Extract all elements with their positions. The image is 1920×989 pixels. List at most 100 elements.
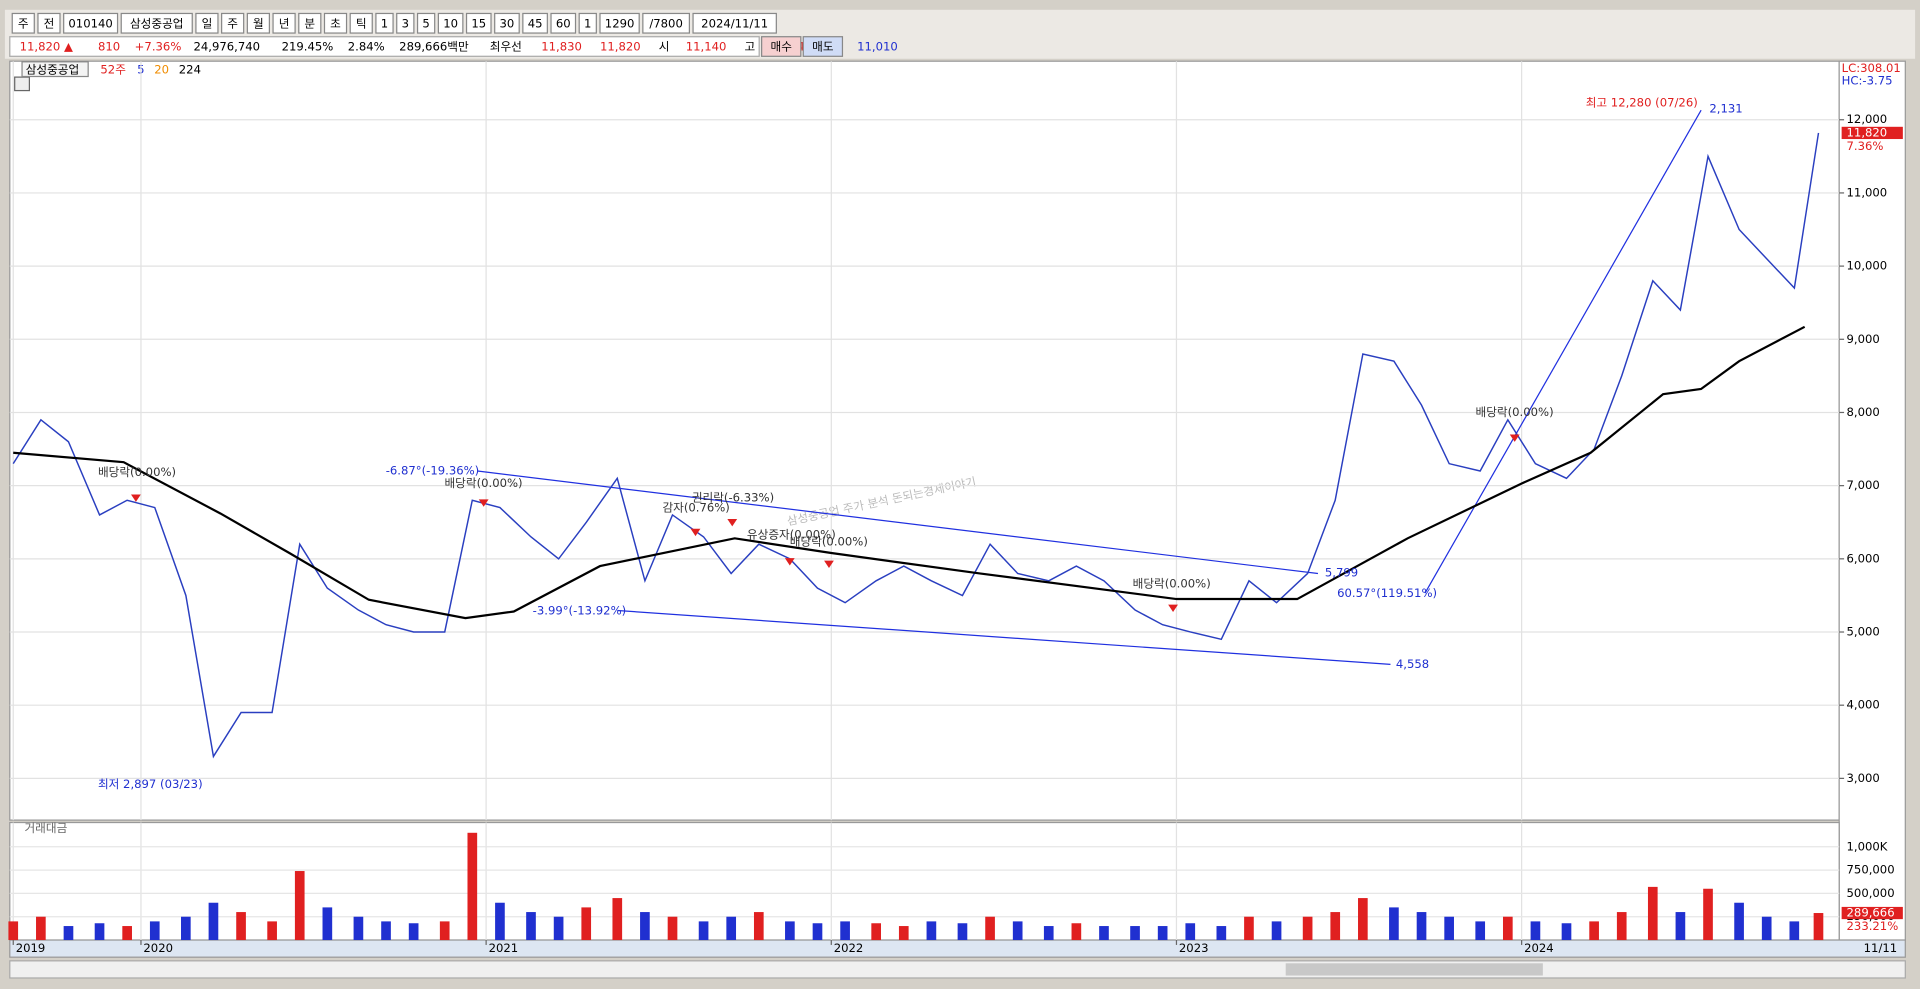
- toolbar-button[interactable]: [298, 12, 322, 34]
- volume-bar: [149, 921, 160, 941]
- hc-label: HC:-3.75: [1842, 73, 1893, 87]
- annotation: 4,558: [1396, 657, 1429, 671]
- toolbar-button[interactable]: [550, 12, 577, 34]
- volume-bar: [8, 921, 19, 941]
- toolbar-label[interactable]: 초: [330, 16, 341, 30]
- toolbar-button[interactable]: [642, 12, 690, 34]
- trendline: [1424, 109, 1702, 594]
- volume-bar: [926, 921, 937, 941]
- toolbar-button[interactable]: [246, 12, 271, 34]
- volume-bar: [526, 912, 536, 941]
- toolbar-button[interactable]: [578, 12, 597, 34]
- volume-bar: [667, 916, 678, 941]
- volume-bar: [94, 923, 105, 941]
- volume-bar: [1475, 921, 1486, 941]
- toolbar-label[interactable]: 전: [44, 16, 55, 30]
- toolbar-label[interactable]: 년: [279, 16, 290, 30]
- toolbar-button[interactable]: [416, 12, 436, 34]
- toolbar-button[interactable]: [120, 12, 193, 34]
- toolbar-label[interactable]: 60: [556, 16, 571, 30]
- legend-entry: 224: [179, 62, 201, 76]
- toolbar-button[interactable]: [195, 12, 219, 34]
- volume-title: 거래대금: [24, 821, 67, 835]
- volume-bar: [1130, 926, 1140, 941]
- volume-bar: [1389, 907, 1399, 941]
- sell-button[interactable]: [802, 36, 844, 57]
- volume-bar: [1043, 926, 1054, 941]
- toolbar-label[interactable]: 1: [584, 16, 591, 30]
- toolbar-label[interactable]: 5: [422, 16, 429, 30]
- toolbar-label[interactable]: 2024/11/11: [701, 16, 768, 30]
- toolbar-button[interactable]: [349, 12, 373, 34]
- annotation: 유상증자(0.00%): [747, 527, 836, 541]
- volume-bar: [1589, 921, 1599, 941]
- current-volume-change: 233.21%: [1847, 919, 1899, 933]
- quote-field: 810: [98, 40, 120, 54]
- buy-label[interactable]: 매수: [771, 40, 793, 54]
- y-tick-label: 6,000: [1847, 551, 1880, 565]
- toolbar-button[interactable]: [323, 12, 348, 34]
- toolbar-label[interactable]: 분: [304, 16, 315, 30]
- volume-bar: [640, 912, 650, 941]
- toolbar-label[interactable]: 45: [528, 16, 543, 30]
- scroll-thumb[interactable]: [1285, 963, 1543, 976]
- sell-label[interactable]: 매도: [812, 40, 834, 54]
- toolbar-label[interactable]: /7800: [649, 16, 683, 30]
- toolbar-label[interactable]: 1290: [605, 16, 635, 30]
- event-marker: [784, 558, 795, 566]
- x-tick-label: 2020: [143, 941, 173, 955]
- y-tick-label: 12,000: [1847, 112, 1888, 126]
- volume-bar: [985, 916, 995, 941]
- toolbar-label[interactable]: 30: [500, 16, 515, 30]
- volume-bar: [1647, 886, 1658, 941]
- volume-bar: [1157, 926, 1168, 941]
- volume-bar: [1616, 912, 1627, 941]
- toolbar-label[interactable]: 10: [443, 16, 458, 30]
- annotation: 최고 12,280 (07/26): [1586, 95, 1698, 109]
- volume-bar: [726, 916, 737, 941]
- quote-field: 11,820 ▲: [20, 40, 73, 54]
- toolbar-button[interactable]: [221, 12, 245, 34]
- toolbar-label[interactable]: 일: [202, 16, 213, 30]
- quote-field: 24,976,740: [193, 40, 260, 54]
- volume-bar: [1703, 888, 1713, 941]
- buy-button[interactable]: [761, 36, 802, 57]
- annotation: 2,131: [1709, 101, 1742, 115]
- toolbar-button[interactable]: [494, 12, 520, 34]
- toolbar-label[interactable]: 15: [471, 16, 486, 30]
- toolbar-button[interactable]: [692, 12, 777, 34]
- toolbar-label[interactable]: 010140: [68, 16, 112, 30]
- toolbar-button[interactable]: [272, 12, 296, 34]
- volume-bar: [1561, 923, 1572, 941]
- volume-bar: [1271, 921, 1282, 941]
- y-tick-label: 3,000: [1847, 771, 1880, 785]
- toolbar-label[interactable]: 월: [253, 16, 264, 30]
- toolbar-button[interactable]: [465, 12, 492, 34]
- toolbar-label[interactable]: 주: [227, 16, 238, 30]
- current-change: 7.36%: [1847, 139, 1884, 153]
- toolbar-button[interactable]: [11, 12, 35, 34]
- scrollbar[interactable]: [9, 960, 1906, 979]
- annotation: 60.57°(119.51%): [1337, 586, 1437, 600]
- legend-indicator: 52주: [100, 62, 126, 76]
- toolbar-button[interactable]: [375, 12, 394, 34]
- quote-field: 11,830: [541, 40, 582, 54]
- toolbar-label[interactable]: 삼성중공업: [130, 16, 183, 30]
- toolbar-label[interactable]: 틱: [356, 16, 367, 30]
- toolbar-label[interactable]: 3: [402, 16, 409, 30]
- annotation: 감자(0.76%): [662, 500, 729, 514]
- toolbar-button[interactable]: [63, 12, 119, 34]
- current-volume: 289,666: [1847, 906, 1895, 920]
- toolbar-label[interactable]: 1: [381, 16, 388, 30]
- quote-field: 시: [659, 40, 670, 54]
- toolbar-button[interactable]: [522, 12, 548, 34]
- toolbar-button[interactable]: [396, 12, 415, 34]
- toolbar-button[interactable]: [37, 12, 61, 34]
- panel-icon[interactable]: [14, 76, 30, 92]
- toolbar-button[interactable]: [599, 12, 640, 34]
- volume-tick-label: 500,000: [1847, 886, 1895, 900]
- toolbar-button[interactable]: [437, 12, 464, 34]
- event-marker: [131, 494, 141, 502]
- toolbar-label[interactable]: 주: [18, 16, 29, 30]
- volume-bar: [612, 898, 623, 941]
